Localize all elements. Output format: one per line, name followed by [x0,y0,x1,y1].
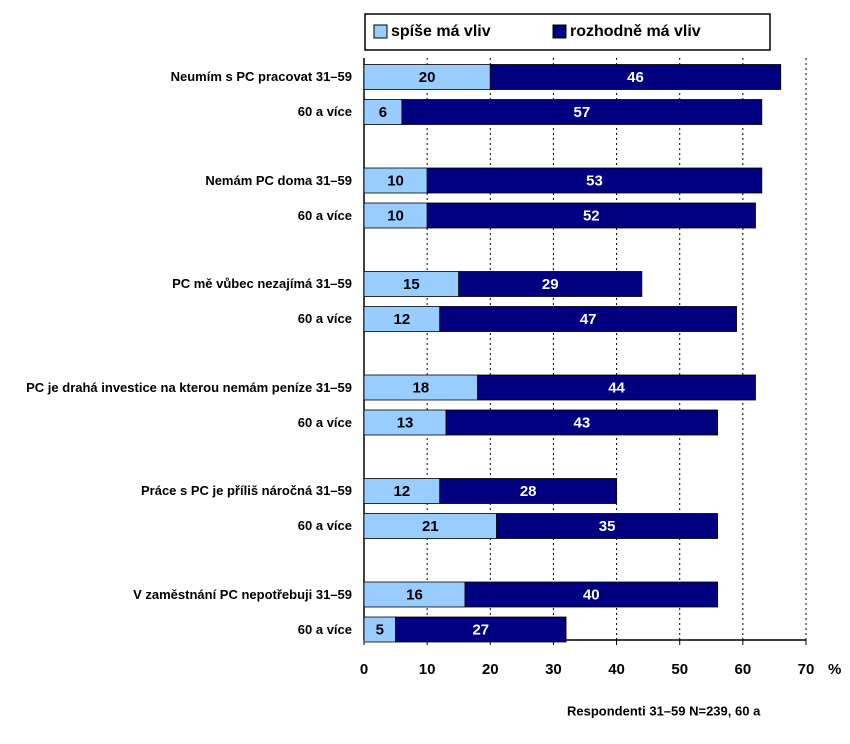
value-label: 43 [573,414,590,431]
bar-segment [439,306,737,332]
y-tick-text: PC je drahá investice na kterou nemám pe… [26,379,352,395]
value-label: 57 [573,104,590,121]
y-tick-label: PC mě vůbec nezajímá 31–59 [0,262,352,306]
y-tick-text: 60 a více [297,207,352,223]
y-tick-label: 60 a více [0,297,352,341]
bar-segment [426,167,763,194]
bar-segment [401,99,763,125]
value-label: 21 [422,518,439,535]
bar-segment [458,271,643,297]
y-tick-label: 60 a více [0,608,352,652]
bar-segment [445,409,719,436]
bar-segment [363,374,479,401]
bar-segment [363,478,441,504]
bar-segment [496,513,719,539]
legend-swatch [552,24,567,39]
bar-segment [395,616,567,643]
bar-segment [363,409,447,436]
x-tick-label: 70 [798,661,815,678]
value-label: 35 [599,518,616,535]
x-tick-label: 50 [671,661,688,678]
y-tick-text: Nemám PC doma 31–59 [205,172,352,188]
y-tick-label: V zaměstnání PC nepotřebuji 31–59 [0,573,352,617]
y-tick-text: 60 a více [297,104,352,119]
value-label: 10 [387,207,404,224]
y-tick-label: 60 a více [0,401,352,445]
bar-segment [363,513,498,539]
y-tick-label: 60 a více [0,504,352,548]
x-axis-label: % [828,661,841,678]
y-tick-text: Neumím s PC pracovat 31–59 [170,69,352,84]
value-label: 40 [583,586,600,603]
value-label: 12 [394,311,411,328]
value-label: 10 [387,172,404,189]
x-tick-label: 10 [419,661,436,678]
legend-label: rozhodně má vliv [570,23,701,40]
value-label: 28 [520,483,537,500]
bar-segment [363,167,428,194]
value-label: 29 [542,276,559,293]
x-tick-label: 40 [608,661,625,678]
y-tick-text: 60 a více [297,414,352,430]
bar-segment [439,478,617,504]
value-label: 20 [419,69,436,86]
value-label: 6 [379,104,387,121]
y-tick-label: 60 a více [0,90,352,134]
legend-swatch [373,24,388,39]
y-tick-label: Neumím s PC pracovat 31–59 [0,55,352,99]
y-tick-text: PC mě vůbec nezajímá 31–59 [172,276,352,291]
x-tick-label: 20 [482,661,499,678]
y-tick-text: 60 a více [297,518,352,533]
value-label: 15 [403,276,420,293]
x-tick-label: 30 [545,661,562,678]
x-tick-label: 60 [735,661,752,678]
legend-box [364,13,771,51]
bar-segment [489,64,782,90]
bar-segment [464,581,718,608]
value-label: 46 [627,69,644,86]
value-label: 44 [608,379,625,396]
footnote: Respondenti 31–59 N=239, 60 a [567,703,761,718]
y-tick-label: 60 a více [0,194,352,238]
value-label: 5 [376,621,384,638]
y-tick-text: 60 a více [297,621,352,637]
value-label: 13 [397,414,414,431]
value-label: 52 [583,207,600,224]
y-tick-text: Práce s PC je příliš náročná 31–59 [140,483,352,498]
bar-segment [363,99,403,125]
value-label: 12 [394,483,411,500]
bar-segment [477,374,756,401]
y-tick-text: 60 a více [297,311,352,326]
value-label: 53 [586,172,603,189]
bar-segment [426,202,756,229]
x-tick-label: 0 [360,661,368,678]
value-label: 47 [580,311,597,328]
legend-label: spíše má vliv [391,23,491,40]
value-label: 27 [472,621,489,638]
value-label: 18 [412,379,429,396]
value-label: 16 [406,586,423,603]
bar-segment [363,581,466,608]
y-tick-text: V zaměstnání PC nepotřebuji 31–59 [133,586,352,602]
bar-segment [363,306,441,332]
y-tick-label: Nemám PC doma 31–59 [0,159,352,203]
y-tick-label: Práce s PC je příliš náročná 31–59 [0,469,352,513]
y-tick-label: PC je drahá investice na kterou nemám pe… [0,366,352,410]
bar-segment [363,271,460,297]
